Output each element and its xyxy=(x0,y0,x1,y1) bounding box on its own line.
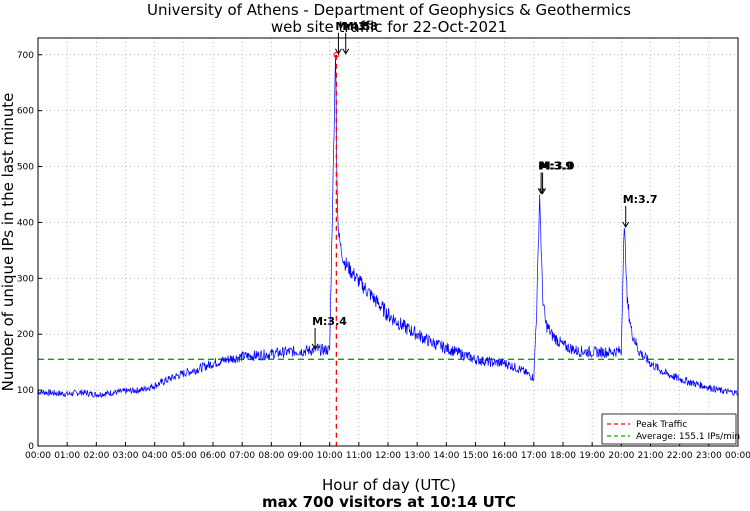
annotation-arrowhead xyxy=(334,48,342,55)
traffic-series-line xyxy=(37,54,739,399)
y-ticks: 0 100 200 300 400 500 600 700 xyxy=(17,51,42,452)
y-tick-label: 700 xyxy=(17,51,34,61)
x-tick-label: 11:00 xyxy=(346,451,372,461)
x-tick-label: 19:00 xyxy=(579,451,605,461)
x-tick-label: 00:00 xyxy=(725,451,750,461)
x-tick-label: 22:00 xyxy=(667,451,693,461)
magnitude-label: M:4.5 xyxy=(335,20,370,33)
annotation-arrowhead xyxy=(311,343,319,350)
x-tick-label: 15:00 xyxy=(463,451,489,461)
grid xyxy=(38,38,738,446)
magnitude-label: M:3.8 xyxy=(343,20,378,33)
x-tick-label: 20:00 xyxy=(608,451,634,461)
x-tick-label: 17:00 xyxy=(521,451,547,461)
max-visitors-note: max 700 visitors at 10:14 UTC xyxy=(262,493,516,511)
annotation-arrowhead xyxy=(539,188,547,195)
annotation-arrowhead xyxy=(622,221,630,228)
x-tick-label: 13:00 xyxy=(404,451,430,461)
x-tick-label: 09:00 xyxy=(288,451,314,461)
magnitude-label: M:3.9 xyxy=(538,159,573,172)
y-tick-label: 400 xyxy=(17,218,34,228)
y-tick-label: 300 xyxy=(17,274,34,284)
y-tick-label: 500 xyxy=(17,163,34,173)
magnitude-label: M:3.0 xyxy=(540,159,575,172)
x-tick-label: 10:00 xyxy=(317,451,343,461)
legend: Peak Traffic Average: 155.1 IPs/min xyxy=(601,413,740,445)
y-axis-label: Number of unique IPs in the last minute xyxy=(0,93,17,392)
legend-entry-average: Average: 155.1 IPs/min xyxy=(636,432,740,442)
x-tick-label: 02:00 xyxy=(83,451,109,461)
peak-line xyxy=(333,51,340,446)
x-tick-label: 07:00 xyxy=(229,451,255,461)
y-tick-label: 200 xyxy=(17,330,34,340)
y-tick-label: 600 xyxy=(17,107,34,117)
x-tick-label: 12:00 xyxy=(375,451,401,461)
annotation-arrowhead xyxy=(537,188,545,195)
legend-entry-peak: Peak Traffic xyxy=(636,420,687,430)
x-tick-label: 04:00 xyxy=(142,451,168,461)
x-tick-label: 08:00 xyxy=(258,451,284,461)
y-tick-label: 0 xyxy=(28,442,34,452)
legend-box xyxy=(601,413,737,445)
x-tick-label: 03:00 xyxy=(113,451,139,461)
annotation-arrowhead xyxy=(342,48,350,55)
series-line xyxy=(37,54,739,399)
x-tick-label: 06:00 xyxy=(200,451,226,461)
magnitude-label: M:3.4 xyxy=(312,315,347,328)
x-axis-label: Hour of day (UTC) xyxy=(322,476,456,494)
x-tick-label: 01:00 xyxy=(54,451,80,461)
chart-subtitle: web site traffic for 22-Oct-2021 xyxy=(271,18,507,36)
chart-title: University of Athens - Department of Geo… xyxy=(147,1,631,19)
x-ticks: 00:00 01:00 02:00 03:00 04:00 05:00 06:00 07:00… xyxy=(25,442,750,461)
x-tick-label: 05:00 xyxy=(171,451,197,461)
x-tick-label: 18:00 xyxy=(550,451,576,461)
peak-marker xyxy=(333,51,340,58)
y-tick-label: 100 xyxy=(17,386,34,396)
x-tick-label: 21:00 xyxy=(638,451,664,461)
x-tick-label: 00:00 xyxy=(25,451,51,461)
x-tick-label: 16:00 xyxy=(492,451,518,461)
magnitude-label: M:3.7 xyxy=(623,193,658,206)
annotations: M:3.4 M:4.5M:3.8 M:3.9M:3.0 M:3.7 xyxy=(311,20,658,350)
x-tick-label: 14:00 xyxy=(433,451,459,461)
x-tick-label: 23:00 xyxy=(696,451,722,461)
